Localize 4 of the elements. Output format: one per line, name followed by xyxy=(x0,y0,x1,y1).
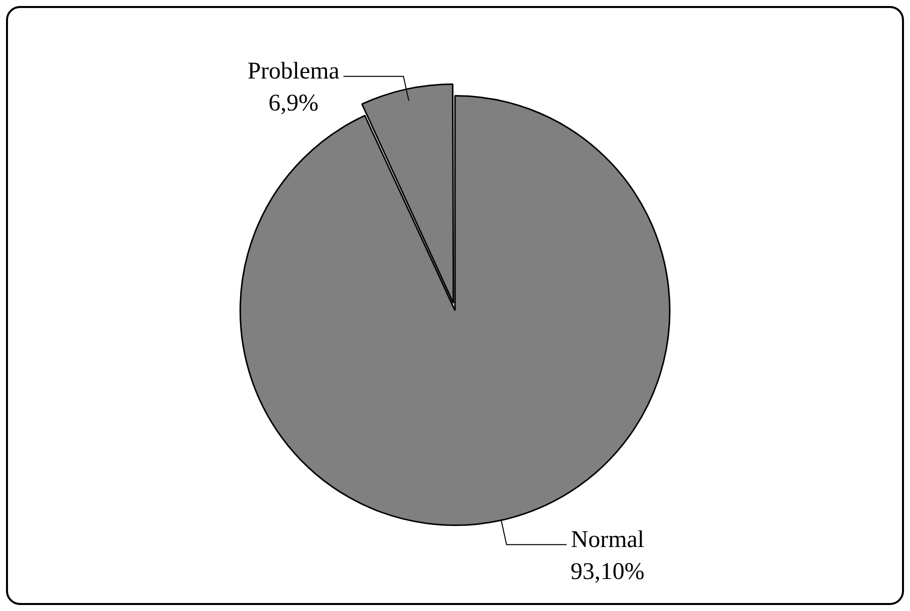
data-label: 6,9% xyxy=(268,90,318,117)
slice-label: Normal xyxy=(570,526,645,553)
slice-label: Problema xyxy=(247,58,340,85)
data-label: 93,10% xyxy=(570,558,645,585)
